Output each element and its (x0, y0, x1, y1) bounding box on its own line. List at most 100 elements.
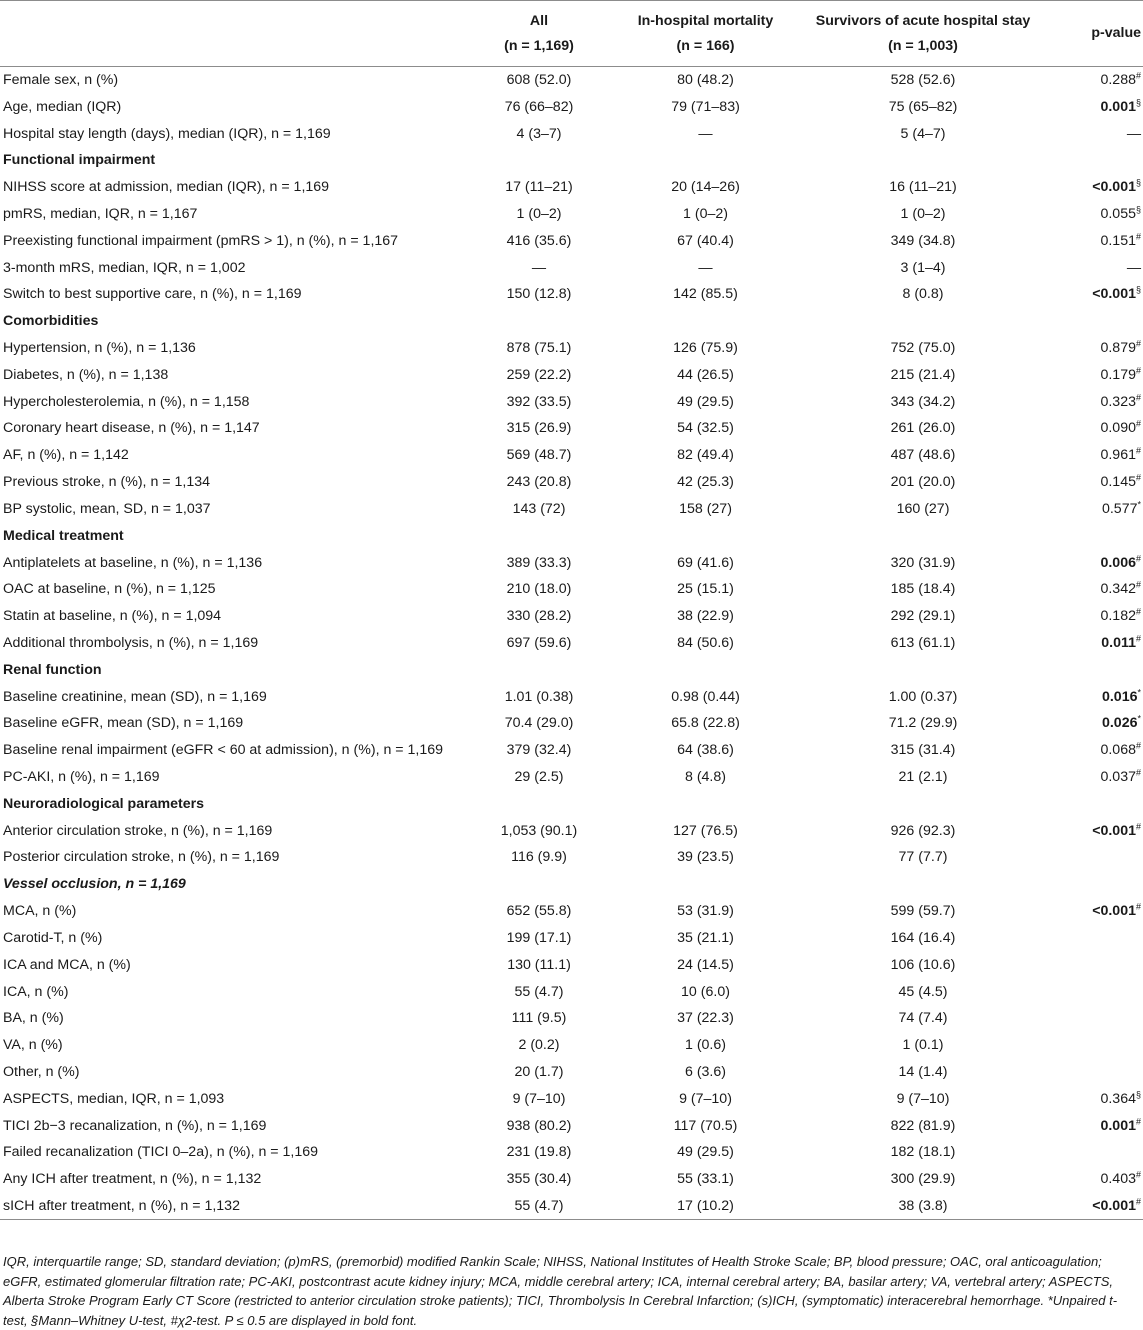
table-row: ICA and MCA, n (%) 130 (11.1) 24 (14.5) 106… (0, 951, 1143, 978)
cell-mortality: 84 (50.6) (677, 634, 734, 651)
pvalue-text: 0.068 (1100, 742, 1136, 759)
pvalue-text: 0.179 (1100, 366, 1136, 383)
cell-mortality: 44 (26.5) (677, 366, 734, 383)
cell-survivors: 3 (1–4) (900, 259, 946, 276)
pvalue-text: <0.001 (1092, 822, 1136, 839)
row-label: Statin at baseline, n (%), n = 1,094 (3, 608, 222, 625)
pvalue-text: 0.016 (1101, 688, 1138, 705)
cell-pvalue: 0.577* (1043, 496, 1143, 523)
cell-survivors: 21 (2.1) (898, 769, 948, 786)
pvalue-text: 0.961 (1100, 447, 1136, 464)
table-row: Diabetes, n (%), n = 1,138 259 (22.2) 44 (… (0, 361, 1143, 388)
subsection-heading-row: Vessel occlusion, n = 1,169 (0, 871, 1143, 898)
header-all-title: All (529, 12, 549, 29)
table-row: Antiplatelets at baseline, n (%), n = 1,… (0, 549, 1143, 576)
test-marker: # (1135, 418, 1141, 429)
cell-all: 231 (19.8) (506, 1144, 572, 1161)
cell-survivors: 106 (10.6) (890, 956, 956, 973)
cell-survivors: 528 (52.6) (890, 72, 956, 89)
table-row: BP systolic, mean, SD, n = 1,037 143 (72)… (0, 496, 1143, 523)
row-label: Hypercholesterolemia, n (%), n = 1,158 (3, 393, 250, 410)
row-label: Hospital stay length (days), median (IQR… (3, 125, 331, 142)
cell-all: 243 (20.8) (506, 474, 572, 491)
row-label: Preexisting functional impairment (pmRS … (3, 232, 399, 249)
cell-survivors: 182 (18.1) (890, 1144, 956, 1161)
cell-all: 1 (0–2) (516, 205, 562, 222)
cell-survivors: 77 (7.7) (898, 849, 948, 866)
cell-mortality: 53 (31.9) (677, 903, 734, 920)
header-pvalue: p-value (1043, 0, 1143, 67)
cell-all: 9 (7–10) (512, 1090, 566, 1107)
pvalue-text: 0.403 (1100, 1171, 1136, 1188)
test-marker: § (1135, 284, 1141, 295)
row-label: Female sex, n (%) (3, 72, 119, 89)
table-row: Coronary heart disease, n (%), n = 1,147… (0, 415, 1143, 442)
pvalue-text: 0.288 (1100, 72, 1136, 89)
cell-all: 416 (35.6) (506, 232, 572, 249)
table-row: VA, n (%) 2 (0.2) 1 (0.6) 1 (0.1) (0, 1032, 1143, 1059)
row-label: Age, median (IQR) (3, 98, 122, 115)
cell-mortality: 17 (10.2) (608, 1192, 803, 1220)
cell-pvalue: <0.001§ (1043, 174, 1143, 201)
cell-survivors: 349 (34.8) (890, 232, 956, 249)
test-marker: # (1135, 1196, 1141, 1207)
cell-mortality: 6 (3.6) (684, 1063, 726, 1080)
cell-all: 330 (28.2) (506, 608, 572, 625)
pvalue-text: 0.151 (1100, 232, 1136, 249)
row-label: Hypertension, n (%), n = 1,136 (3, 340, 196, 357)
cell-all: 652 (55.8) (506, 903, 572, 920)
header-all-n: (n = 1,169) (504, 37, 574, 54)
cell-pvalue (1043, 1032, 1143, 1059)
test-marker: # (1135, 1169, 1141, 1180)
cell-pvalue: — (1043, 254, 1143, 281)
cell-all: 389 (33.3) (506, 554, 572, 571)
cell-mortality: 38 (22.9) (677, 608, 734, 625)
pvalue-text: <0.001 (1092, 179, 1136, 196)
pvalue-text: 0.006 (1100, 554, 1136, 571)
cell-pvalue: <0.001# (1043, 817, 1143, 844)
cell-pvalue (1043, 925, 1143, 952)
cell-pvalue (1043, 1059, 1143, 1086)
table-row: Carotid-T, n (%) 199 (17.1) 35 (21.1) 164 (… (0, 925, 1143, 952)
cell-survivors: 1 (0–2) (900, 205, 946, 222)
row-label: VA, n (%) (3, 1037, 63, 1054)
cell-pvalue: 0.364§ (1043, 1085, 1143, 1112)
row-label: Carotid-T, n (%) (3, 929, 103, 946)
cell-all: — (531, 259, 547, 276)
cell-pvalue: 0.879# (1043, 335, 1143, 362)
cell-survivors: 160 (27) (896, 500, 950, 517)
row-label: OAC at baseline, n (%), n = 1,125 (3, 581, 216, 598)
results-table: All (n = 1,169) In-hospital mortality (n… (0, 0, 1143, 1220)
cell-mortality: 25 (15.1) (677, 581, 734, 598)
pvalue-text: 0.011 (1101, 634, 1136, 651)
cell-mortality: 158 (27) (679, 500, 732, 517)
cell-pvalue: 0.182# (1043, 603, 1143, 630)
table-row: BA, n (%) 111 (9.5) 37 (22.3) 74 (7.4) (0, 1005, 1143, 1032)
table-row: Other, n (%) 20 (1.7) 6 (3.6) 14 (1.4) (0, 1059, 1143, 1086)
cell-mortality: 79 (71–83) (671, 98, 740, 115)
table-row: Additional thrombolysis, n (%), n = 1,16… (0, 630, 1143, 657)
section-heading: Comorbidities (3, 313, 99, 330)
cell-survivors: 300 (29.9) (890, 1171, 956, 1188)
section-heading-row: Medical treatment (0, 522, 1143, 549)
pvalue-text: 0.090 (1100, 420, 1136, 437)
test-marker: # (1135, 231, 1141, 242)
cell-mortality: 1 (0–2) (683, 205, 728, 222)
pvalue-text: 0.001 (1100, 1117, 1136, 1134)
row-label: Any ICH after treatment, n (%), n = 1,13… (3, 1171, 262, 1188)
cell-survivors: 261 (26.0) (890, 420, 956, 437)
table-row: ASPECTS, median, IQR, n = 1,093 9 (7–10) 9… (0, 1085, 1143, 1112)
cell-survivors: 16 (11–21) (889, 179, 957, 196)
table-row: 3-month mRS, median, IQR, n = 1,002 — — 3 (… (0, 254, 1143, 281)
cell-mortality: — (698, 125, 713, 142)
row-label: AF, n (%), n = 1,142 (3, 447, 129, 464)
cell-mortality: 0.98 (0.44) (671, 688, 740, 705)
cell-pvalue: 0.026* (1043, 710, 1143, 737)
cell-all: 70.4 (29.0) (504, 715, 574, 732)
cell-mortality: 24 (14.5) (677, 956, 734, 973)
cell-all: 1,053 (90.1) (500, 822, 578, 839)
test-marker: # (1135, 767, 1141, 778)
cell-survivors: 164 (16.4) (890, 929, 956, 946)
table-row: PC-AKI, n (%), n = 1,169 29 (2.5) 8 (4.8) 2… (0, 764, 1143, 791)
row-label: NIHSS score at admission, median (IQR), … (3, 179, 330, 196)
